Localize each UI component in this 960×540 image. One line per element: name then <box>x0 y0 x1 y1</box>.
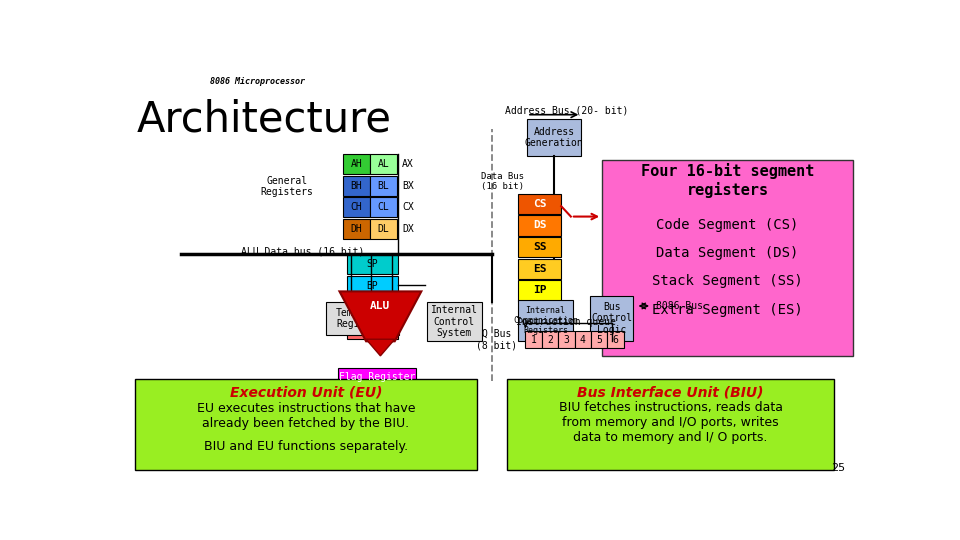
FancyBboxPatch shape <box>558 331 575 348</box>
FancyBboxPatch shape <box>347 254 397 274</box>
FancyBboxPatch shape <box>326 302 399 335</box>
Text: SS: SS <box>533 242 546 252</box>
FancyBboxPatch shape <box>370 198 396 218</box>
FancyBboxPatch shape <box>427 302 482 341</box>
Text: SP: SP <box>367 259 378 269</box>
Text: DH: DH <box>350 224 363 234</box>
Text: Extra Segment (ES): Extra Segment (ES) <box>652 303 803 316</box>
Text: 5: 5 <box>596 335 602 345</box>
Text: 8086 Bus: 8086 Bus <box>656 301 703 311</box>
Text: CS: CS <box>533 199 546 208</box>
Text: ALU: ALU <box>371 301 391 311</box>
Text: Temporary
Registers: Temporary Registers <box>336 308 389 329</box>
FancyBboxPatch shape <box>575 331 591 348</box>
FancyBboxPatch shape <box>591 331 608 348</box>
Text: DX: DX <box>402 224 414 234</box>
Text: Address
Generation: Address Generation <box>525 127 584 148</box>
FancyBboxPatch shape <box>344 176 370 196</box>
Text: CH: CH <box>350 202 363 212</box>
Text: 6: 6 <box>612 335 618 345</box>
FancyBboxPatch shape <box>344 154 370 174</box>
Text: ES: ES <box>533 264 546 274</box>
FancyBboxPatch shape <box>525 331 541 348</box>
Text: CL: CL <box>377 202 389 212</box>
Text: General
Registers: General Registers <box>260 176 313 198</box>
FancyBboxPatch shape <box>518 237 562 258</box>
Text: Bus Interface Unit (BIU): Bus Interface Unit (BIU) <box>577 385 764 399</box>
Text: SI: SI <box>367 324 378 334</box>
Text: Internal
Communication
Registers: Internal Communication Registers <box>513 306 578 335</box>
FancyBboxPatch shape <box>347 297 397 317</box>
Text: Internal
Control
System: Internal Control System <box>431 305 478 338</box>
Text: BP: BP <box>367 281 378 291</box>
FancyBboxPatch shape <box>518 280 562 301</box>
FancyBboxPatch shape <box>370 154 396 174</box>
Text: EU executes instructions that have
already been fetched by the BIU.: EU executes instructions that have alrea… <box>197 402 416 430</box>
FancyBboxPatch shape <box>134 379 477 470</box>
Text: BIU and EU functions separately.: BIU and EU functions separately. <box>204 440 408 453</box>
FancyBboxPatch shape <box>370 176 396 196</box>
Text: Stack Segment (SS): Stack Segment (SS) <box>652 274 803 288</box>
Text: BX: BX <box>402 181 414 191</box>
Text: Address Bus (20- bit): Address Bus (20- bit) <box>505 105 628 116</box>
Text: BIU fetches instructions, reads data
from memory and I/O ports, writes
data to m: BIU fetches instructions, reads data fro… <box>559 401 782 444</box>
Text: Code Segment (CS): Code Segment (CS) <box>657 218 799 232</box>
FancyBboxPatch shape <box>518 215 562 235</box>
Text: BL: BL <box>377 181 389 191</box>
Text: Architecture: Architecture <box>136 98 392 140</box>
FancyBboxPatch shape <box>608 331 624 348</box>
Text: Execution Unit (EU): Execution Unit (EU) <box>229 385 382 399</box>
Text: 8086 Microprocessor: 8086 Microprocessor <box>210 77 305 86</box>
FancyBboxPatch shape <box>527 119 581 156</box>
Text: 3: 3 <box>564 335 569 345</box>
Text: Data Segment (DS): Data Segment (DS) <box>657 246 799 260</box>
Text: IP: IP <box>533 285 546 295</box>
Text: DI: DI <box>367 302 378 312</box>
FancyBboxPatch shape <box>541 331 558 348</box>
Text: AH: AH <box>350 159 363 169</box>
Text: 4: 4 <box>580 335 586 345</box>
Text: DS: DS <box>533 220 546 230</box>
Text: AL: AL <box>377 159 389 169</box>
Text: Four 16-bit segment
registers: Four 16-bit segment registers <box>640 163 814 198</box>
FancyBboxPatch shape <box>370 219 396 239</box>
FancyBboxPatch shape <box>344 219 370 239</box>
Text: Q Bus
(8 bit): Q Bus (8 bit) <box>476 328 517 350</box>
FancyBboxPatch shape <box>338 368 416 385</box>
FancyBboxPatch shape <box>344 198 370 218</box>
Text: 2: 2 <box>547 335 553 345</box>
FancyBboxPatch shape <box>518 194 562 214</box>
FancyBboxPatch shape <box>518 259 562 279</box>
Text: BH: BH <box>350 181 363 191</box>
FancyBboxPatch shape <box>518 300 573 341</box>
Polygon shape <box>340 292 421 341</box>
Text: DL: DL <box>377 224 389 234</box>
Text: Data Bus
(16 bit): Data Bus (16 bit) <box>481 172 524 191</box>
Text: Flag Register: Flag Register <box>339 372 416 382</box>
Polygon shape <box>366 339 395 356</box>
FancyBboxPatch shape <box>347 275 397 295</box>
Text: Instruction queue: Instruction queue <box>516 317 616 327</box>
Text: 25: 25 <box>831 463 846 473</box>
Text: ALU Data bus (16 bit): ALU Data bus (16 bit) <box>241 246 364 256</box>
Text: 1: 1 <box>531 335 537 345</box>
FancyBboxPatch shape <box>347 319 397 339</box>
Text: AX: AX <box>402 159 414 169</box>
Text: CX: CX <box>402 202 414 212</box>
FancyBboxPatch shape <box>590 295 634 341</box>
Text: Bus
Control
Logic: Bus Control Logic <box>591 302 633 335</box>
FancyBboxPatch shape <box>507 379 834 470</box>
FancyBboxPatch shape <box>602 160 852 356</box>
